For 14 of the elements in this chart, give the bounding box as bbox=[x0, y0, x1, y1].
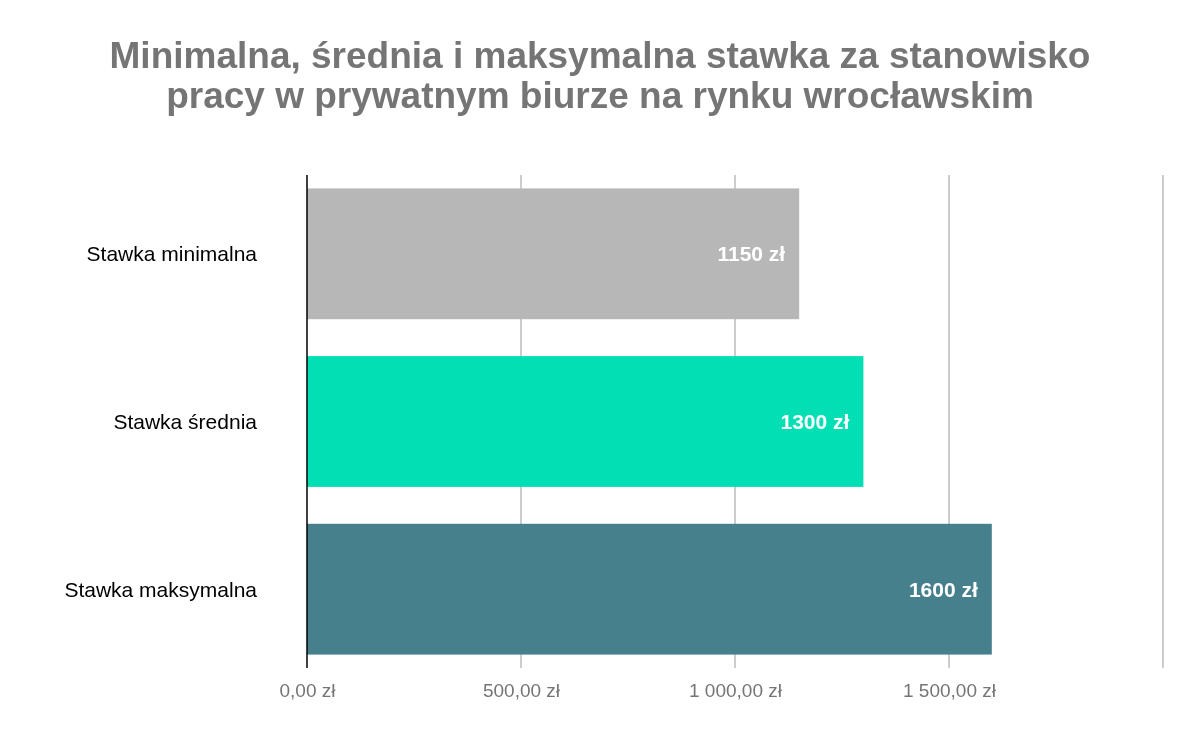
data-label: 1300 zł bbox=[780, 409, 850, 433]
y-tick-label: Stawka średnia bbox=[113, 409, 258, 433]
x-tick-label: 0,00 zł bbox=[279, 680, 337, 702]
bar bbox=[307, 188, 800, 320]
x-tick-label: 1 500,00 zł bbox=[903, 680, 997, 702]
chart-title: Minimalna, średnia i maksymalna stawka za stanowisko pracy w prywatnym biurze na rynku wrocławskim bbox=[109, 35, 1091, 116]
data-label: 1150 zł bbox=[717, 242, 786, 266]
y-tick-label: Stawka minimalna bbox=[86, 242, 258, 266]
x-tick-label: 500,00 zł bbox=[482, 680, 561, 702]
y-tick-label: Stawka maksymalna bbox=[64, 577, 258, 601]
bar bbox=[307, 523, 992, 655]
data-label: 1600 zł bbox=[908, 577, 978, 601]
bar bbox=[307, 356, 864, 487]
x-tick-label: 1 000,00 zł bbox=[689, 680, 783, 702]
